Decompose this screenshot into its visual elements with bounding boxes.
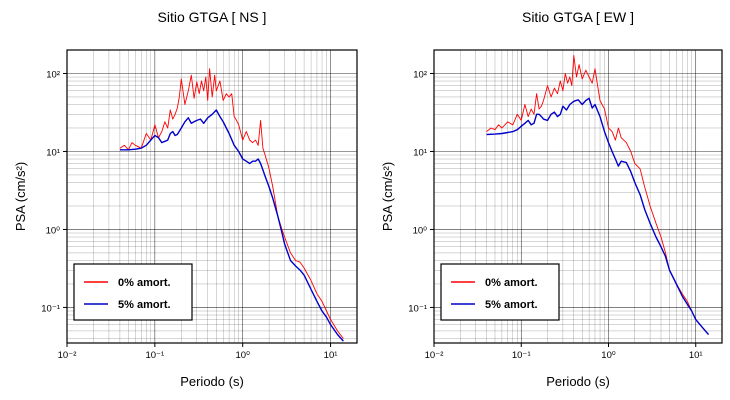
legend-entry-label: 0% amort.	[485, 277, 538, 289]
plot-frame	[433, 49, 723, 344]
series-line-amort-5	[486, 97, 710, 335]
legend-entry-label: 5% amort.	[118, 299, 171, 311]
chart-title: Sitio GTGA [ EW ]	[522, 9, 634, 25]
y-axis-label: PSA (cm/s²)	[380, 162, 395, 231]
y-tick-label: 10⁰	[46, 225, 61, 236]
chart-panel-2: 10⁻² 10⁻¹ 10⁰ 10¹ 10⁻¹ 10⁰ 10¹ 10² Sitio GTGA [ …	[380, 9, 723, 389]
series-line-amort-0	[486, 55, 709, 335]
x-tick-label: 10⁰	[601, 350, 616, 361]
x-axis-label: Periodo (s)	[546, 374, 610, 389]
legend-entry-label: 5% amort.	[485, 299, 538, 311]
x-tick-label: 10⁻¹	[512, 350, 531, 361]
chart-panel-1: 10⁻² 10⁻¹ 10⁰ 10¹ 10⁻¹ 10⁰ 10¹ 10² Sitio GTGA [ …	[13, 9, 358, 389]
y-tick-label: 10²	[413, 69, 427, 80]
x-axis-label: Periodo (s)	[180, 374, 244, 389]
y-tick-label: 10⁻¹	[408, 303, 427, 314]
x-tick-label: 10⁻²	[425, 350, 444, 361]
y-tick-label: 10⁰	[413, 225, 428, 236]
y-tick-label: 10¹	[413, 147, 427, 158]
y-axis-label: PSA (cm/s²)	[13, 162, 28, 231]
plot-frame	[66, 49, 358, 344]
x-tick-label: 10⁰	[236, 350, 251, 361]
series-line-amort-5	[119, 109, 344, 342]
x-tick-label: 10⁻¹	[145, 350, 164, 361]
legend: 0% amort. 5% amort.	[440, 263, 560, 321]
x-tick-label: 10¹	[324, 350, 338, 361]
y-tick-label: 10⁻¹	[41, 303, 60, 314]
chart-title: Sitio GTGA [ NS ]	[158, 9, 267, 25]
legend-entry-label: 0% amort.	[118, 277, 171, 289]
series-line-amort-0	[119, 68, 344, 339]
x-tick-label: 10⁻²	[58, 350, 77, 361]
y-tick-label: 10²	[46, 69, 60, 80]
legend-box	[440, 263, 560, 321]
legend-box	[73, 263, 193, 321]
grid	[66, 49, 358, 343]
x-tick-label: 10¹	[689, 350, 703, 361]
y-tick-label: 10¹	[46, 147, 60, 158]
legend: 0% amort. 5% amort.	[73, 263, 193, 321]
